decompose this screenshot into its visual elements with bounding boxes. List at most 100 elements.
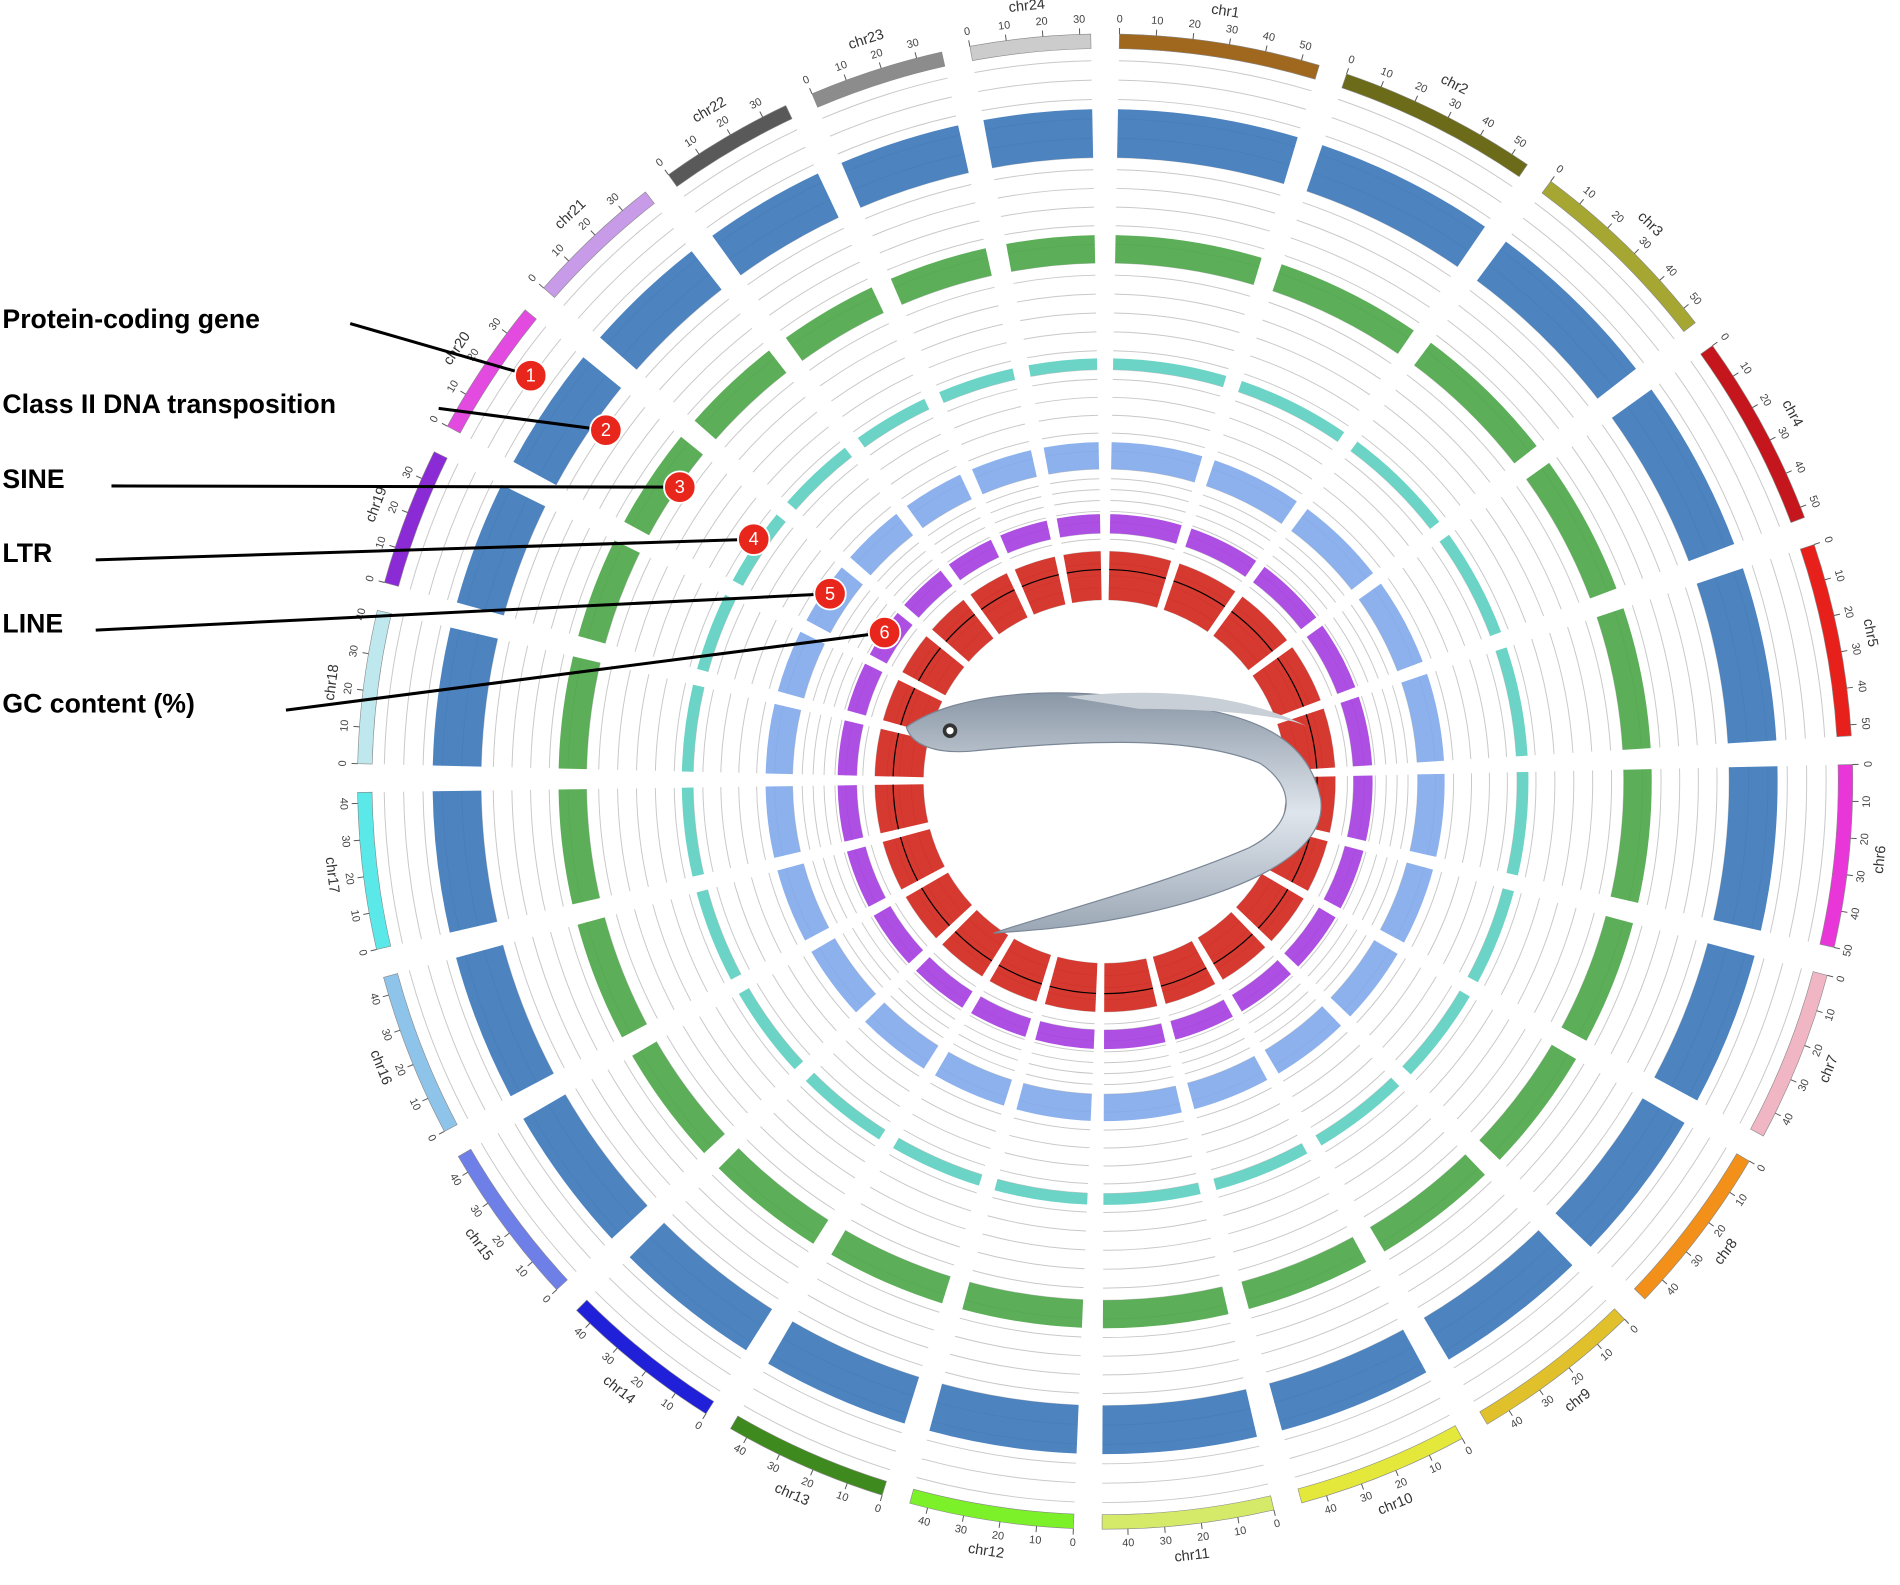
track-grid-line <box>1318 844 1340 897</box>
track-grid-line <box>1111 432 1206 449</box>
track-grid-line <box>959 1317 1082 1338</box>
track-band <box>456 944 554 1097</box>
track-grid-line <box>801 312 884 362</box>
chromosome-tick-label: 20 <box>1712 1223 1729 1240</box>
track-grid-line <box>862 725 870 776</box>
chromosome-tick <box>961 1515 965 1522</box>
track-grid-line <box>1330 940 1375 999</box>
track-grid-line <box>1310 1070 1385 1128</box>
track-band <box>1006 235 1096 272</box>
track-band <box>890 248 992 305</box>
track-badge <box>589 413 623 447</box>
chromosome-tick-label: 40 <box>1792 459 1808 475</box>
track-grid-line <box>816 478 870 529</box>
chromosome-tick-label: 20 <box>1810 1043 1826 1059</box>
chromosome-tick <box>1380 80 1384 87</box>
track-badge <box>663 470 697 504</box>
chromosome-name: chr9 <box>1562 1386 1594 1416</box>
track-grid-line <box>898 987 950 1029</box>
track-band <box>837 720 864 776</box>
track-grid-line <box>1382 976 1437 1048</box>
track-grid-line <box>1705 958 1765 1106</box>
track-band <box>718 1148 829 1244</box>
track-band <box>1103 1086 1182 1122</box>
track-grid-line <box>692 485 742 560</box>
track-grid-line <box>1241 1236 1354 1283</box>
track-grid-line <box>1306 190 1458 268</box>
track-band <box>1654 943 1755 1101</box>
chromosome-tick <box>1624 1318 1630 1324</box>
track-grid-line <box>595 1291 721 1392</box>
chromosome-tick-label: 10 <box>1428 1460 1444 1476</box>
track-grid-line <box>1601 424 1679 566</box>
track-grid-line <box>852 927 892 981</box>
track-grid-line <box>1598 769 1613 895</box>
track-grid-line <box>844 662 864 710</box>
track-grid-line <box>1684 587 1717 745</box>
track-grid-line <box>1001 206 1095 217</box>
track-grid-line <box>1350 604 1389 675</box>
track-grid-line <box>1007 538 1051 554</box>
track-grid-line <box>747 227 844 286</box>
track-grid-line <box>948 1051 1013 1081</box>
track-band <box>1561 915 1634 1041</box>
track-grid-line <box>994 169 1094 181</box>
chromosome-tick <box>878 62 882 69</box>
track-grid-line <box>1034 1041 1094 1053</box>
track-grid-line <box>511 790 528 915</box>
track-grid-line <box>1586 435 1661 573</box>
track-grid-line <box>1561 915 1607 1028</box>
track-band <box>971 450 1037 494</box>
track-grid-line <box>1429 1009 1494 1094</box>
chromosome-tick-label: 10 <box>513 1263 530 1280</box>
chromosome-tick-label: 50 <box>1841 943 1855 957</box>
track-grid-line <box>1423 1230 1540 1319</box>
track-grid-line <box>843 506 892 552</box>
track-grid-line <box>1181 1037 1245 1064</box>
chromosome-tick-label: 20 <box>1859 833 1872 846</box>
track-grid-line <box>1117 157 1284 185</box>
track-grid-line <box>1284 907 1320 954</box>
track-grid-line <box>670 899 709 993</box>
track-grid-line <box>1213 635 1249 671</box>
chromosome-tick-label: 0 <box>654 156 666 169</box>
chromosome-name: chr3 <box>1634 209 1665 240</box>
track-grid-line <box>1643 940 1697 1072</box>
chromosome-tick <box>482 1202 489 1208</box>
track-band <box>939 368 1016 403</box>
chromosome-tick-label: 30 <box>1689 1252 1706 1269</box>
chromosome-ideogram <box>730 1415 887 1496</box>
track-band <box>1185 528 1257 577</box>
chromosome-ideogram <box>357 609 392 765</box>
track-grid-line <box>1524 771 1537 878</box>
track-grid-line <box>903 1129 986 1167</box>
track-grid-line <box>607 1069 684 1173</box>
chromosome-tick <box>810 1469 814 1476</box>
track-grid-line <box>598 665 613 770</box>
track-grid-line <box>1030 369 1098 377</box>
track-grid-line <box>1052 489 1100 495</box>
track-band <box>1238 380 1345 442</box>
track-grid-line <box>1372 420 1461 506</box>
chromosome-name: chr1 <box>1210 2 1240 22</box>
track-grid-line <box>1788 552 1826 738</box>
chromosome-ideogram <box>909 1488 1075 1529</box>
track-grid-line <box>820 340 898 387</box>
track-grid-line <box>1048 468 1100 475</box>
chromosome-ideogram <box>1750 971 1828 1137</box>
track-grid-line <box>1371 692 1387 765</box>
track-grid-line <box>1447 319 1560 430</box>
track-grid-line <box>724 381 794 448</box>
chromosome-tick-label: 40 <box>1323 1502 1338 1517</box>
track-grid-line <box>913 972 962 1011</box>
track-grid-line <box>1337 98 1513 188</box>
gc-median-line <box>1021 574 1059 588</box>
chromosome-name: chr6 <box>1871 845 1890 875</box>
track-band <box>1264 1006 1342 1074</box>
track-band <box>1359 583 1423 672</box>
track-grid-line <box>604 552 641 644</box>
track-grid-line <box>428 471 476 595</box>
track-grid-line <box>1118 99 1301 129</box>
track-grid-line <box>1611 1137 1711 1268</box>
fish-illustration <box>905 692 1322 934</box>
